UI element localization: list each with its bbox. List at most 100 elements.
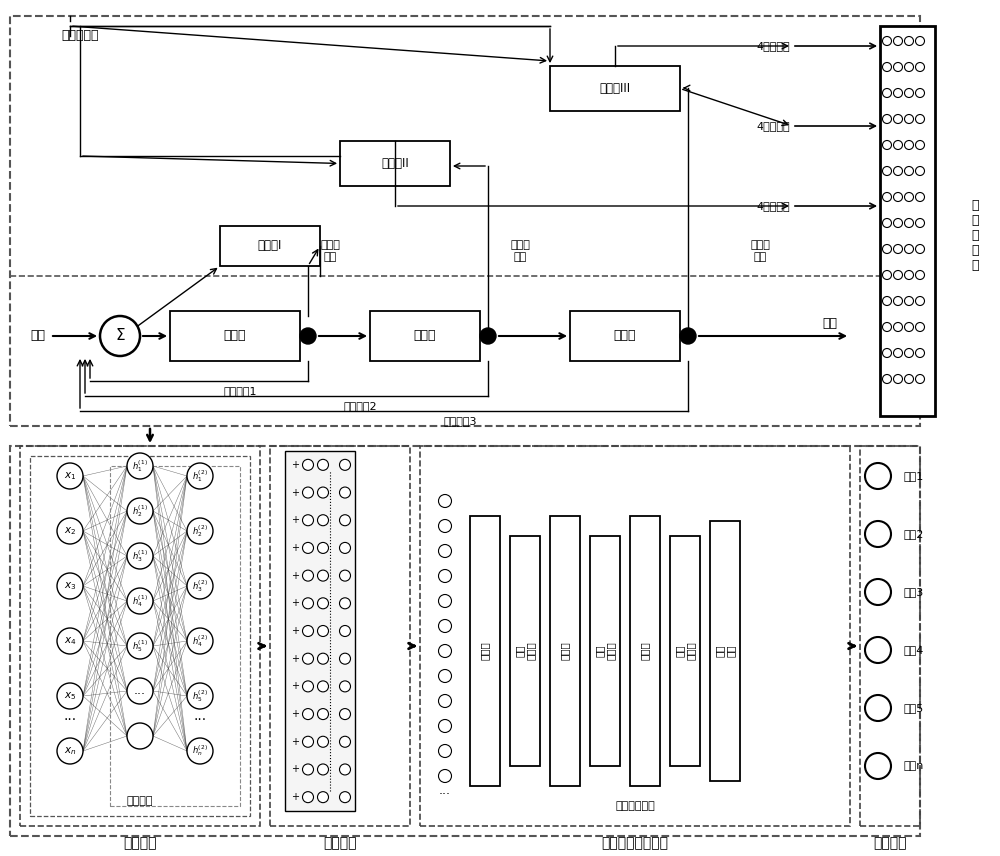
Text: $x_n$: $x_n$ — [64, 745, 76, 757]
Circle shape — [300, 328, 316, 344]
Bar — [550, 66, 680, 111]
Text: $h_4^{(1)}$: $h_4^{(1)}$ — [132, 593, 148, 609]
Circle shape — [894, 218, 902, 228]
Circle shape — [916, 140, 924, 150]
Text: 4通道残差: 4通道残差 — [756, 121, 790, 131]
Circle shape — [302, 792, 314, 803]
Bar — [710, 521, 740, 781]
Circle shape — [916, 270, 924, 280]
Circle shape — [438, 620, 452, 633]
Bar — [670, 536, 700, 766]
Circle shape — [127, 453, 153, 479]
Circle shape — [894, 140, 902, 150]
Circle shape — [302, 653, 314, 664]
Circle shape — [865, 463, 891, 489]
Circle shape — [318, 764, 328, 775]
Text: +: + — [291, 488, 299, 497]
Circle shape — [904, 193, 914, 201]
Circle shape — [187, 573, 213, 599]
Text: ...: ... — [63, 709, 77, 723]
Circle shape — [916, 245, 924, 253]
Bar — [110, 466, 240, 806]
Circle shape — [883, 296, 892, 306]
Text: 故障2: 故障2 — [903, 529, 923, 539]
Circle shape — [438, 595, 452, 608]
Text: 卷积层: 卷积层 — [560, 642, 570, 660]
Circle shape — [916, 323, 924, 331]
Circle shape — [318, 597, 328, 609]
Circle shape — [894, 115, 902, 123]
Text: $h_1^{(1)}$: $h_1^{(1)}$ — [132, 458, 148, 473]
Circle shape — [57, 683, 83, 709]
Circle shape — [916, 62, 924, 72]
Circle shape — [318, 543, 328, 554]
Circle shape — [916, 375, 924, 383]
Text: 位移传
感器: 位移传 感器 — [510, 241, 530, 262]
Circle shape — [904, 62, 914, 72]
Text: ...: ... — [193, 709, 207, 723]
Circle shape — [127, 543, 153, 569]
Text: 力马达: 力马达 — [224, 330, 246, 342]
Circle shape — [318, 709, 328, 720]
Circle shape — [904, 88, 914, 98]
Circle shape — [302, 514, 314, 526]
Bar — [630, 516, 660, 786]
Circle shape — [340, 487, 351, 498]
Text: $h_2^{(2)}$: $h_2^{(2)}$ — [192, 523, 208, 538]
Circle shape — [916, 348, 924, 358]
Circle shape — [883, 270, 892, 280]
Text: +: + — [291, 654, 299, 663]
Circle shape — [57, 463, 83, 489]
Circle shape — [302, 681, 314, 692]
Text: 最大
池化层: 最大 池化层 — [594, 642, 616, 660]
Circle shape — [883, 62, 892, 72]
Text: $h_5^{(2)}$: $h_5^{(2)}$ — [192, 688, 208, 704]
Bar — [370, 311, 480, 361]
Text: +: + — [291, 709, 299, 719]
Circle shape — [894, 270, 902, 280]
Text: +: + — [291, 681, 299, 692]
Circle shape — [894, 62, 902, 72]
Bar — [220, 226, 320, 266]
Circle shape — [57, 738, 83, 764]
Circle shape — [187, 683, 213, 709]
Text: 多
通
道
残
差: 多 通 道 残 差 — [971, 199, 979, 272]
Text: ...: ... — [439, 784, 451, 798]
Circle shape — [883, 193, 892, 201]
Circle shape — [916, 167, 924, 175]
Circle shape — [883, 245, 892, 253]
Text: 观测器II: 观测器II — [381, 157, 409, 170]
Text: 卷积层: 卷积层 — [480, 642, 490, 660]
Circle shape — [438, 720, 452, 733]
Circle shape — [916, 88, 924, 98]
Circle shape — [438, 669, 452, 682]
Circle shape — [865, 579, 891, 605]
Text: 特征提取: 特征提取 — [123, 836, 157, 850]
Text: 深度学习诊断模型: 深度学习诊断模型 — [602, 836, 668, 850]
Bar — [510, 536, 540, 766]
Text: 观测器III: 观测器III — [599, 82, 631, 95]
Circle shape — [340, 792, 351, 803]
Circle shape — [302, 736, 314, 747]
Text: 4通道残差: 4通道残差 — [756, 41, 790, 51]
Circle shape — [916, 296, 924, 306]
Circle shape — [438, 645, 452, 657]
Circle shape — [127, 723, 153, 749]
Circle shape — [438, 745, 452, 758]
Text: 故障4: 故障4 — [903, 645, 923, 655]
Circle shape — [187, 518, 213, 544]
Bar — [30, 456, 250, 816]
Text: 作动器系统: 作动器系统 — [61, 29, 99, 43]
Circle shape — [187, 463, 213, 489]
Text: 故障n: 故障n — [903, 761, 923, 771]
Circle shape — [57, 518, 83, 544]
Circle shape — [904, 140, 914, 150]
Circle shape — [318, 460, 328, 470]
Circle shape — [318, 736, 328, 747]
Circle shape — [883, 140, 892, 150]
Circle shape — [865, 753, 891, 779]
Text: 位移传
感器: 位移传 感器 — [750, 241, 770, 262]
Circle shape — [340, 514, 351, 526]
Bar — [170, 311, 300, 361]
Text: Σ: Σ — [115, 329, 125, 343]
